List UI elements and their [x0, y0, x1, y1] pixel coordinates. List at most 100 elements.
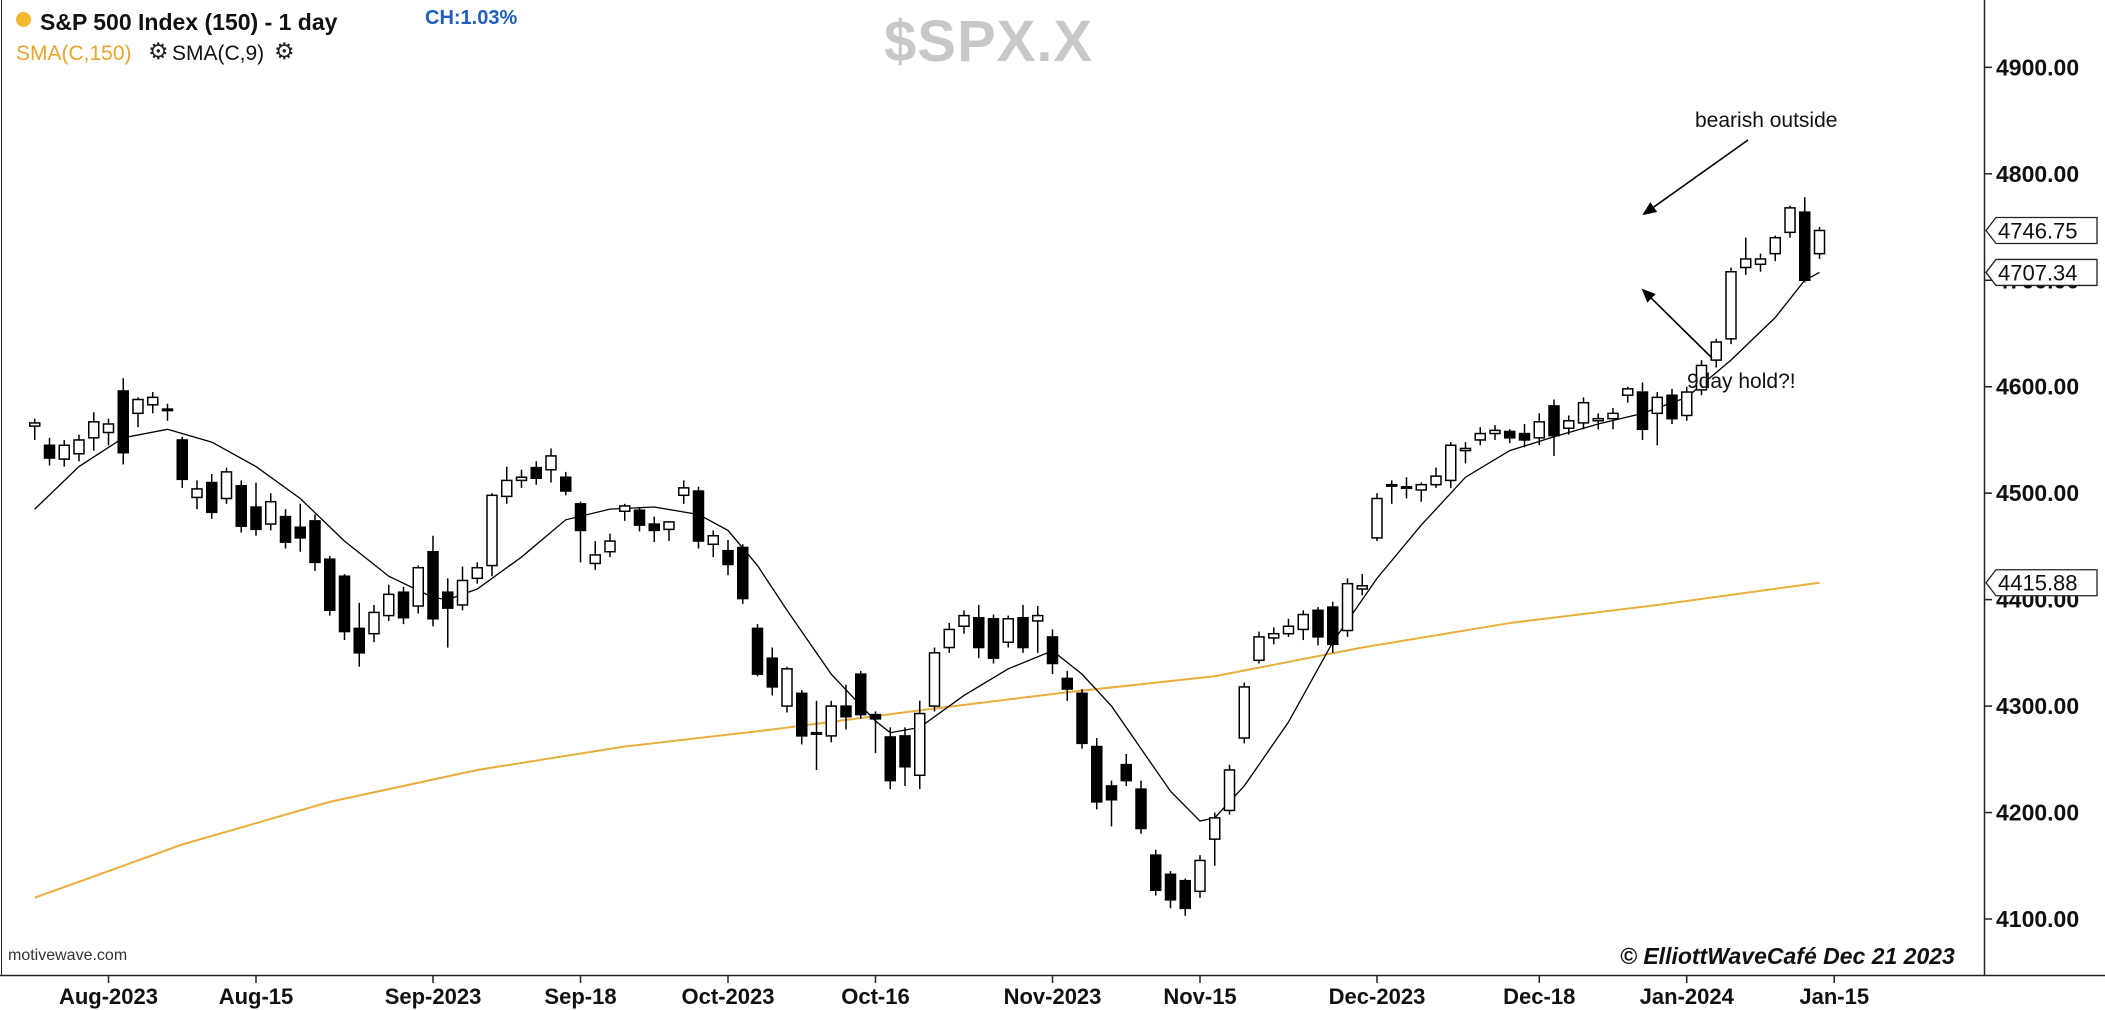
- x-tick-label: Dec-2023: [1329, 984, 1426, 1009]
- candle-body: [1651, 396, 1663, 415]
- candle-body: [1223, 769, 1236, 812]
- candle-body: [692, 490, 705, 542]
- candle-body: [515, 476, 528, 482]
- candle-body: [1341, 582, 1354, 632]
- candle-body: [766, 657, 778, 688]
- candle-body: [486, 494, 498, 567]
- candle-body: [589, 554, 601, 565]
- candle-body: [928, 652, 941, 707]
- candle-body: [442, 591, 454, 609]
- candle-body: [1622, 388, 1634, 396]
- candle-body: [279, 515, 292, 543]
- candle-body: [1504, 430, 1516, 439]
- price-tag-box: [1985, 216, 2098, 245]
- candle-body: [1430, 475, 1442, 486]
- candle-body: [147, 396, 159, 406]
- candle-body: [943, 628, 955, 649]
- candle-body: [1563, 420, 1575, 429]
- candle-body: [43, 444, 56, 459]
- candle-body: [117, 390, 129, 454]
- candle-body: [619, 505, 631, 513]
- candle-body: [383, 593, 395, 617]
- candle-body: [530, 466, 542, 480]
- y-tick-label: 4800.00: [1996, 161, 2079, 187]
- candle-body: [1356, 585, 1368, 590]
- candle-body: [722, 549, 734, 566]
- candle-body: [1695, 364, 1708, 391]
- candle-body: [353, 627, 365, 654]
- x-tick-label: Nov-15: [1163, 984, 1236, 1009]
- price-tag-label: 4746.75: [1998, 218, 2078, 243]
- candle-body: [1297, 613, 1309, 631]
- candle-body: [1046, 636, 1059, 665]
- candle-body: [1164, 873, 1177, 901]
- candle-body: [1415, 483, 1427, 491]
- candle-body: [1474, 432, 1486, 441]
- y-tick-label: 4500.00: [1996, 480, 2079, 506]
- annotation-arrow: [1642, 139, 1749, 216]
- candle-body: [1194, 859, 1206, 893]
- candle-body: [88, 421, 100, 439]
- candle-body: [1091, 745, 1103, 803]
- candle-body: [456, 579, 469, 606]
- price-tag-box: [1985, 258, 2098, 287]
- change-value: CH:1.03%: [425, 7, 518, 29]
- candle-body: [855, 673, 867, 716]
- candle-body: [176, 439, 188, 481]
- symbol-status-dot: [16, 12, 31, 27]
- candle-body: [220, 471, 233, 500]
- candle-body: [1607, 412, 1619, 420]
- candle-body: [574, 503, 587, 532]
- candle-body: [206, 481, 218, 514]
- candle-body: [1666, 394, 1678, 420]
- candle-body: [501, 479, 513, 498]
- price-tag-box: [1985, 569, 2098, 597]
- x-tick-label: Aug-15: [219, 984, 294, 1009]
- candle-body: [1445, 444, 1457, 482]
- candle-body: [58, 444, 70, 460]
- candle-body: [781, 668, 793, 707]
- sma150-legend[interactable]: SMA(C,150): [16, 42, 132, 65]
- annotation-text: bearish outside: [1695, 109, 1837, 132]
- y-tick-label: 4900.00: [1996, 54, 2079, 80]
- x-tick-label: Aug-2023: [59, 984, 158, 1009]
- candle-body: [1105, 785, 1118, 801]
- x-tick-label: Oct-16: [841, 984, 909, 1009]
- candle-body: [1312, 609, 1324, 638]
- y-tick-label: 4100.00: [1996, 906, 2079, 932]
- price-tag-label: 4707.34: [1998, 260, 2078, 285]
- candle-body: [1710, 341, 1722, 361]
- candle-body: [796, 692, 808, 737]
- annotation-arrow: [1641, 288, 1713, 359]
- gear-icon[interactable]: ⚙: [148, 38, 169, 64]
- candle-body: [751, 627, 764, 675]
- sma9-legend[interactable]: SMA(C,9): [172, 42, 265, 65]
- gear-icon[interactable]: ⚙: [274, 38, 295, 64]
- candle-body: [1518, 432, 1531, 441]
- candle-body: [161, 408, 174, 412]
- x-tick-label: Sep-2023: [385, 984, 482, 1009]
- candle-body: [1061, 677, 1073, 690]
- candle-body: [1282, 625, 1295, 635]
- candle-body: [914, 712, 926, 777]
- candle-body: [1400, 486, 1413, 490]
- candle-body: [633, 509, 646, 526]
- candle-body: [1150, 854, 1162, 892]
- x-tick-label: Dec-18: [1503, 984, 1575, 1009]
- candle-body: [1489, 429, 1501, 435]
- candle-body: [973, 616, 985, 649]
- candle-body: [1725, 270, 1737, 340]
- candle-body: [1268, 632, 1280, 639]
- candle-body: [102, 423, 115, 434]
- candle-body: [427, 550, 439, 620]
- candle-body: [663, 521, 675, 531]
- annotation-text: 9day hold?!: [1687, 370, 1796, 393]
- candle-body: [1754, 258, 1767, 266]
- candle-body: [1533, 421, 1545, 439]
- candle-body: [368, 611, 380, 635]
- candle-body: [235, 484, 247, 527]
- price-tag-label: 4415.88: [1998, 571, 2078, 596]
- candle-body: [1135, 788, 1147, 830]
- candle-body: [265, 500, 277, 525]
